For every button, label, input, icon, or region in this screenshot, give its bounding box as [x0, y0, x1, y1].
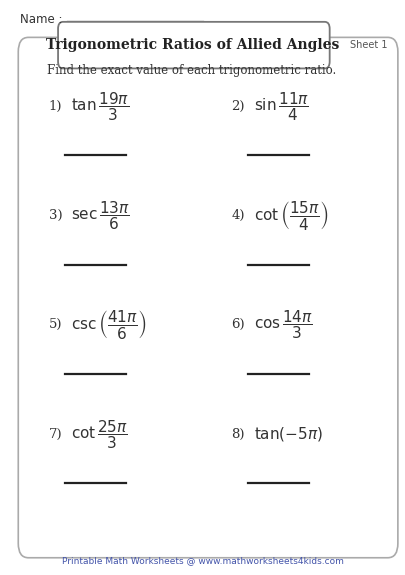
Text: Name :: Name : [20, 13, 66, 26]
Text: Trigonometric Ratios of Allied Angles: Trigonometric Ratios of Allied Angles [46, 38, 339, 52]
Text: 7): 7) [49, 428, 62, 440]
Text: 4): 4) [231, 209, 244, 222]
Text: Find the exact value of each trigonometric ratio.: Find the exact value of each trigonometr… [47, 64, 335, 77]
Text: 3): 3) [49, 209, 62, 222]
Text: $\cot\left(\dfrac{15\pi}{4}\right)$: $\cot\left(\dfrac{15\pi}{4}\right)$ [253, 199, 328, 232]
Text: 2): 2) [231, 100, 244, 113]
Text: Printable Math Worksheets @ www.mathworksheets4kids.com: Printable Math Worksheets @ www.mathwork… [62, 556, 343, 565]
Text: $\csc\left(\dfrac{41\pi}{6}\right)$: $\csc\left(\dfrac{41\pi}{6}\right)$ [71, 308, 147, 342]
Text: 1): 1) [49, 100, 62, 113]
Text: 6): 6) [231, 319, 245, 331]
FancyBboxPatch shape [58, 22, 329, 68]
Text: $\tan\dfrac{19\pi}{3}$: $\tan\dfrac{19\pi}{3}$ [71, 90, 129, 122]
Text: $\cos\dfrac{14\pi}{3}$: $\cos\dfrac{14\pi}{3}$ [253, 309, 312, 341]
Text: $\sin\dfrac{11\pi}{4}$: $\sin\dfrac{11\pi}{4}$ [253, 90, 308, 122]
Text: 5): 5) [49, 319, 62, 331]
Text: Sheet 1: Sheet 1 [350, 40, 387, 50]
Text: 8): 8) [231, 428, 244, 440]
Text: $\sec\dfrac{13\pi}{6}$: $\sec\dfrac{13\pi}{6}$ [71, 200, 130, 232]
FancyBboxPatch shape [18, 37, 397, 558]
Text: $\cot\dfrac{25\pi}{3}$: $\cot\dfrac{25\pi}{3}$ [71, 418, 128, 450]
Text: $\tan(-5\pi)$: $\tan(-5\pi)$ [253, 425, 322, 443]
